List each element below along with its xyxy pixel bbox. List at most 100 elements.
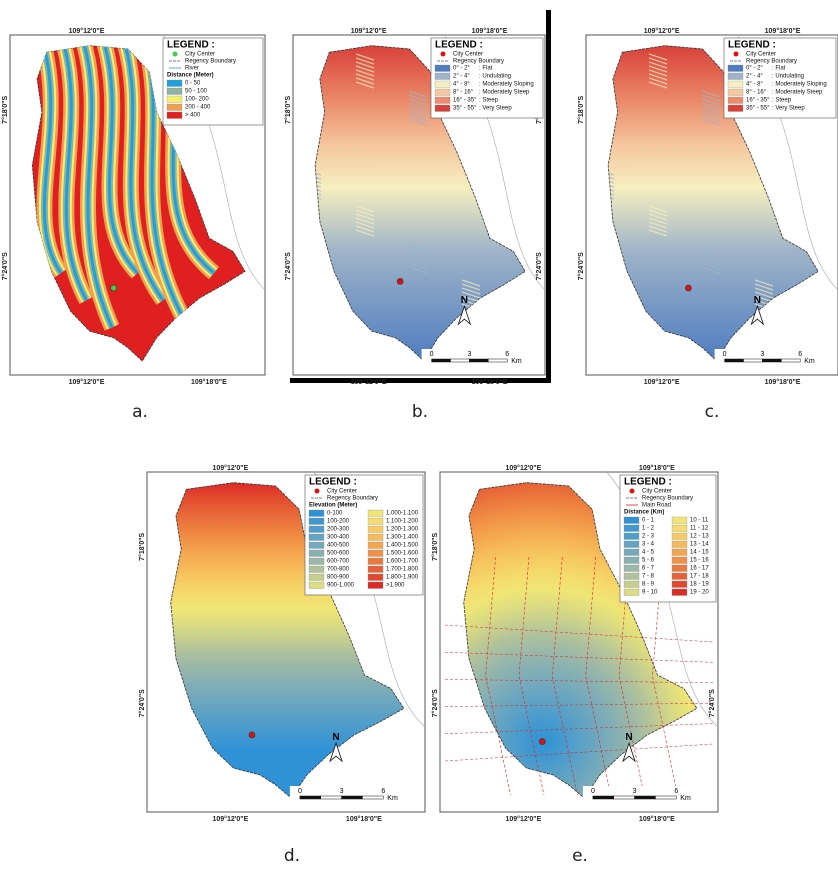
legend-title: LEGEND : [309,477,357,488]
texture [701,258,721,266]
texture [608,184,615,192]
texture [355,229,375,237]
texture [648,73,668,81]
texture [355,81,375,89]
legend-swatch [308,533,325,541]
scale-label: 0 [298,788,302,795]
legend-swatch [308,573,325,581]
map-panel: 109°12'0"E 109°12'0"E 109°18'0"E 7°18'0"S 7°… [1,27,266,386]
legend-swatch [623,588,640,596]
texture [648,57,668,65]
legend-label: 0° - 2° [746,66,763,72]
legend-swatch [727,64,744,72]
scale-segment [655,795,677,800]
legend-swatch [671,548,688,556]
legend-swatch [367,573,384,581]
legend-label: 8° - 16° [746,90,767,96]
legend-label: Regency Boundary [453,59,504,65]
texture [408,102,428,110]
scale-segment [781,358,801,363]
texture [701,114,721,122]
scale-label: 3 [633,788,637,795]
legend-label: 600-700 [327,559,350,565]
legend-swatch [367,581,384,589]
texture [355,205,375,213]
legend-label: 2° - 4° [746,74,763,80]
legend-label: River [185,66,199,72]
texture [754,279,774,287]
coord-label: 109°18'0"E [639,464,675,472]
north-label: N [461,295,468,306]
texture [701,94,721,102]
texture [315,172,322,180]
scale-label: 6 [798,351,802,358]
legend-swatch [727,88,744,96]
texture [648,53,668,61]
legend-symbol [440,51,446,57]
texture [648,69,668,77]
texture [701,262,721,270]
legend-label: Regency Boundary [185,59,236,65]
texture [315,188,322,196]
legend-swatch [671,556,688,564]
texture [461,287,481,295]
legend-label: 2° - 4° [453,74,470,80]
scale-label: 0 [591,788,595,795]
legend-desc: : Very Steep [479,106,512,112]
legend-label: 100-200 [327,519,350,525]
coord-label: 109°12'0"E [644,378,680,386]
legend-box [304,474,424,596]
legend-desc: : Moderately Steep [772,90,823,96]
scale-label: 3 [340,788,344,795]
legend-symbol [172,51,178,57]
texture [648,61,668,69]
legend-desc: : Undulating [479,74,511,80]
texture [461,291,481,299]
coord-label: 7°24'0"S [535,252,543,280]
legend-swatch [434,72,451,80]
scale-segment [724,358,744,363]
coord-label: 109°18'0"E [472,378,508,386]
legend-label: 35° - 55° [746,106,770,112]
scale-unit: Km [680,795,691,802]
legend-desc: : Steep [479,98,499,104]
legend-title: LEGEND : [167,40,215,51]
texture [408,94,428,102]
texture [355,57,375,65]
legend-swatch [166,103,183,111]
scale-label: 0 [723,351,727,358]
region [170,482,405,799]
legend-label: 1.800-1.900 [386,575,419,581]
scale-segment [488,358,508,363]
texture [315,180,322,188]
scale-segment [299,795,321,800]
texture [701,110,721,118]
legend-swatch [671,580,688,588]
legend-label: > 400 [185,113,201,119]
city-center [248,731,256,739]
texture [355,217,375,225]
legend-swatch [308,581,325,589]
legend-label: 300-400 [327,535,350,541]
legend-label: 0 - 50 [185,81,201,87]
texture [648,77,668,85]
scale-label: 3 [760,351,764,358]
road [618,556,645,796]
frame-edge [546,10,551,383]
texture [608,172,615,180]
legend-symbol [733,51,739,57]
coord-label: 109°18'0"E [472,27,508,35]
map-panel: 109°12'0"E 109°12'0"E 109°18'0"E 7°18'0"S 7°… [138,464,426,823]
coord-label: 7°24'0"S [708,689,716,717]
legend-swatch [308,565,325,573]
legend-swatch [623,516,640,524]
legend-swatch [308,509,325,517]
texture [408,98,428,106]
legend-swatch [671,516,688,524]
texture [315,184,322,192]
scale-segment [743,358,763,363]
coord-label: 109°12'0"E [351,27,387,35]
